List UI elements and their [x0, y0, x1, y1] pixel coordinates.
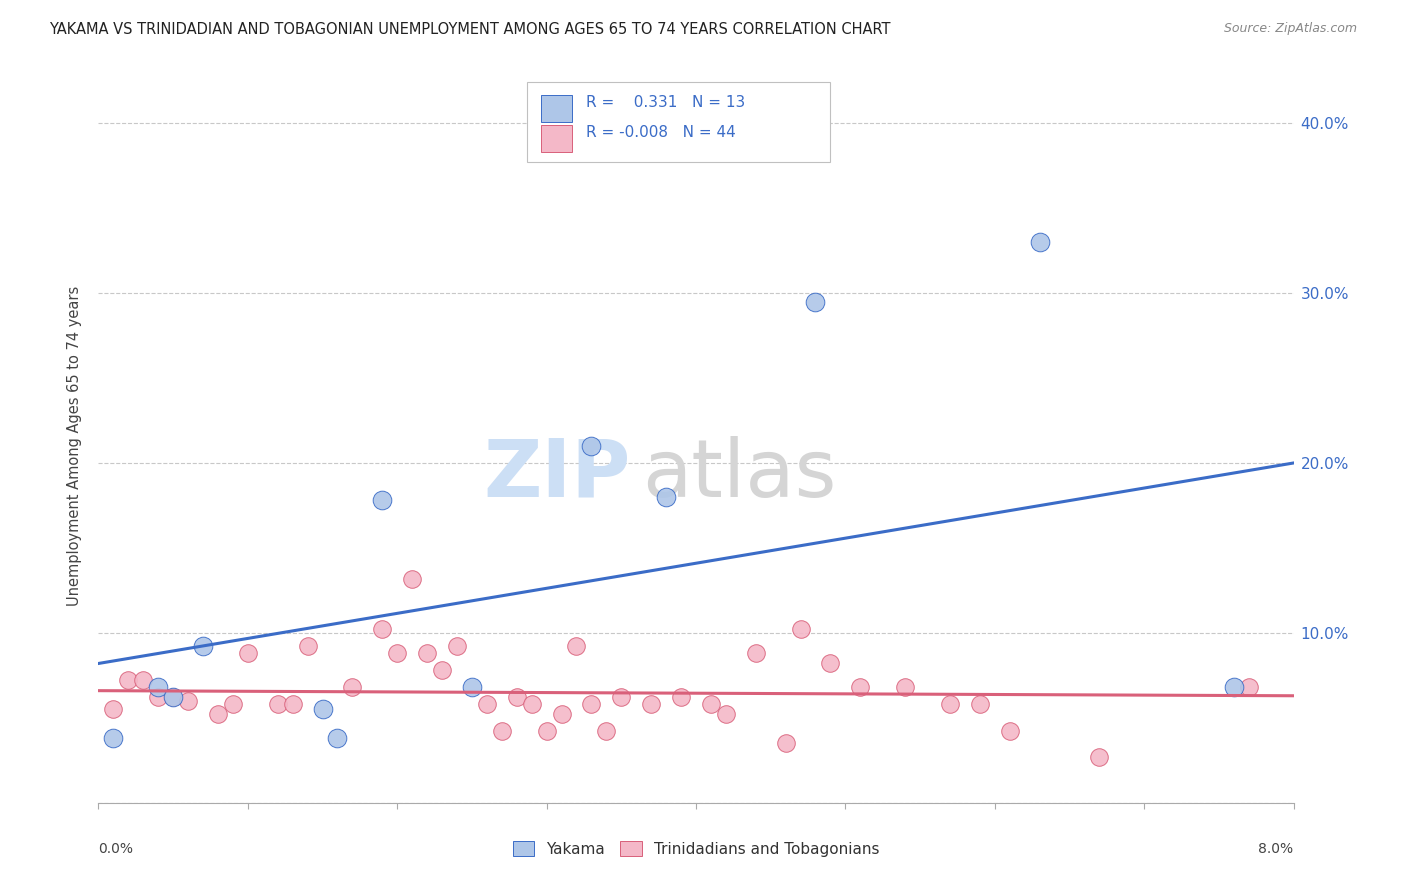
Point: [1237, 680, 1260, 694]
Point: [148, 690, 170, 705]
Text: YAKAMA VS TRINIDADIAN AND TOBAGONIAN UNEMPLOYMENT AMONG AGES 65 TO 74 YEARS CORR: YAKAMA VS TRINIDADIAN AND TOBAGONIAN UNE…: [49, 22, 891, 37]
Point: [491, 724, 513, 739]
Point: [1223, 680, 1246, 694]
Point: [998, 724, 1021, 739]
Point: [162, 690, 184, 705]
Point: [655, 490, 678, 504]
Point: [430, 663, 453, 677]
Point: [581, 698, 603, 712]
Point: [117, 673, 139, 688]
Point: [550, 707, 572, 722]
Point: [148, 680, 170, 694]
Text: R = -0.008   N = 44: R = -0.008 N = 44: [586, 125, 737, 140]
Point: [969, 698, 991, 712]
Point: [581, 439, 603, 453]
Point: [177, 694, 200, 708]
Point: [595, 724, 617, 739]
Point: [281, 698, 304, 712]
Point: [640, 698, 662, 712]
Text: atlas: atlas: [643, 435, 837, 514]
Point: [849, 680, 872, 694]
Point: [745, 646, 768, 660]
Text: 0.0%: 0.0%: [98, 842, 134, 855]
Point: [162, 690, 184, 705]
Point: [536, 724, 558, 739]
Point: [222, 698, 245, 712]
Y-axis label: Unemployment Among Ages 65 to 74 years: Unemployment Among Ages 65 to 74 years: [67, 285, 83, 607]
Legend: Yakama, Trinidadians and Tobagonians: Yakama, Trinidadians and Tobagonians: [506, 835, 886, 863]
Text: ZIP: ZIP: [484, 435, 630, 514]
Point: [669, 690, 692, 705]
Point: [1028, 235, 1050, 249]
Point: [342, 680, 364, 694]
Point: [714, 707, 737, 722]
Point: [461, 680, 484, 694]
Text: R =    0.331   N = 13: R = 0.331 N = 13: [586, 95, 745, 111]
Point: [894, 680, 917, 694]
Point: [1088, 750, 1111, 764]
Point: [132, 673, 155, 688]
Point: [103, 731, 125, 746]
Point: [236, 646, 259, 660]
Point: [103, 702, 125, 716]
Point: [565, 640, 588, 654]
Point: [207, 707, 229, 722]
Point: [371, 623, 394, 637]
Point: [311, 702, 333, 716]
Point: [297, 640, 319, 654]
Point: [506, 690, 529, 705]
Point: [789, 623, 811, 637]
Point: [939, 698, 962, 712]
Point: [416, 646, 439, 660]
Point: [326, 731, 349, 746]
Point: [804, 294, 827, 309]
Text: Source: ZipAtlas.com: Source: ZipAtlas.com: [1223, 22, 1357, 36]
Point: [700, 698, 723, 712]
Point: [371, 493, 394, 508]
Point: [775, 736, 797, 750]
Point: [520, 698, 543, 712]
Point: [820, 657, 842, 671]
Point: [401, 572, 423, 586]
Text: 8.0%: 8.0%: [1258, 842, 1294, 855]
Point: [267, 698, 290, 712]
Point: [610, 690, 633, 705]
Point: [446, 640, 468, 654]
Point: [191, 640, 214, 654]
Point: [475, 698, 498, 712]
Point: [385, 646, 409, 660]
